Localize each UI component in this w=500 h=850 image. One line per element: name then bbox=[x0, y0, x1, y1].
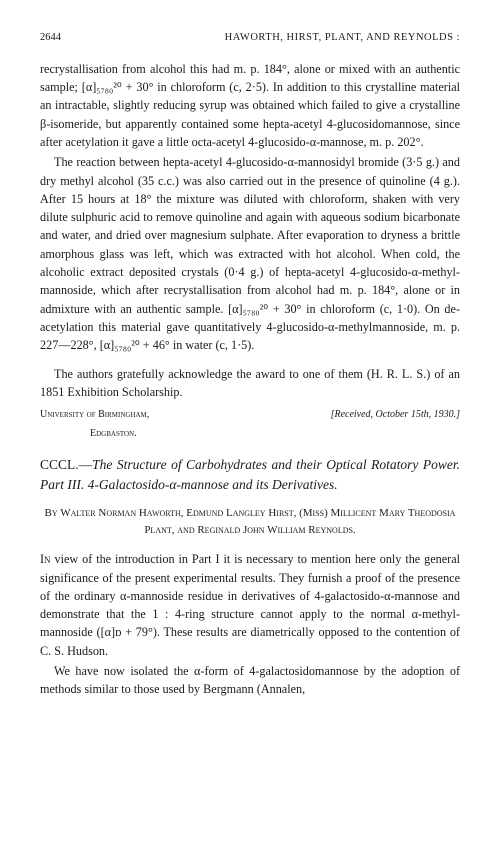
article-para1-text: view of the introduction in Part I it is… bbox=[40, 552, 460, 657]
opening-word: In bbox=[40, 552, 51, 566]
body-paragraph-1: recrystallisation from alcohol this had … bbox=[40, 60, 460, 151]
affiliation: University of Birmingham, bbox=[40, 407, 149, 422]
article-paragraph-2: We have now isolated the α-form of 4-gal… bbox=[40, 662, 460, 699]
article-title-text: The Structure of Carbohydrates and their… bbox=[40, 457, 460, 492]
body-paragraph-2: The reaction between hepta-acetyl 4-gluc… bbox=[40, 153, 460, 354]
running-authors: HAWORTH, HIRST, PLANT, AND REYNOLDS : bbox=[225, 30, 460, 46]
acknowledgement: The authors gratefully acknowledge the a… bbox=[40, 365, 460, 402]
article-authors: By Walter Norman Haworth, Edmund Langley… bbox=[40, 505, 460, 538]
running-header: 2644 HAWORTH, HIRST, PLANT, AND REYNOLDS… bbox=[40, 30, 460, 46]
received-date: [Received, October 15th, 1930.] bbox=[331, 407, 460, 422]
page-number: 2644 bbox=[40, 30, 61, 46]
article-number: CCCL.— bbox=[40, 457, 92, 472]
affiliation-block: University of Birmingham, [Received, Oct… bbox=[40, 407, 460, 422]
article-paragraph-1: In view of the introduction in Part I it… bbox=[40, 550, 460, 660]
affiliation-sub: Edgbaston. bbox=[90, 426, 460, 441]
page-container: 2644 HAWORTH, HIRST, PLANT, AND REYNOLDS… bbox=[0, 0, 500, 731]
article-title: CCCL.—The Structure of Carbohydrates and… bbox=[40, 455, 460, 494]
